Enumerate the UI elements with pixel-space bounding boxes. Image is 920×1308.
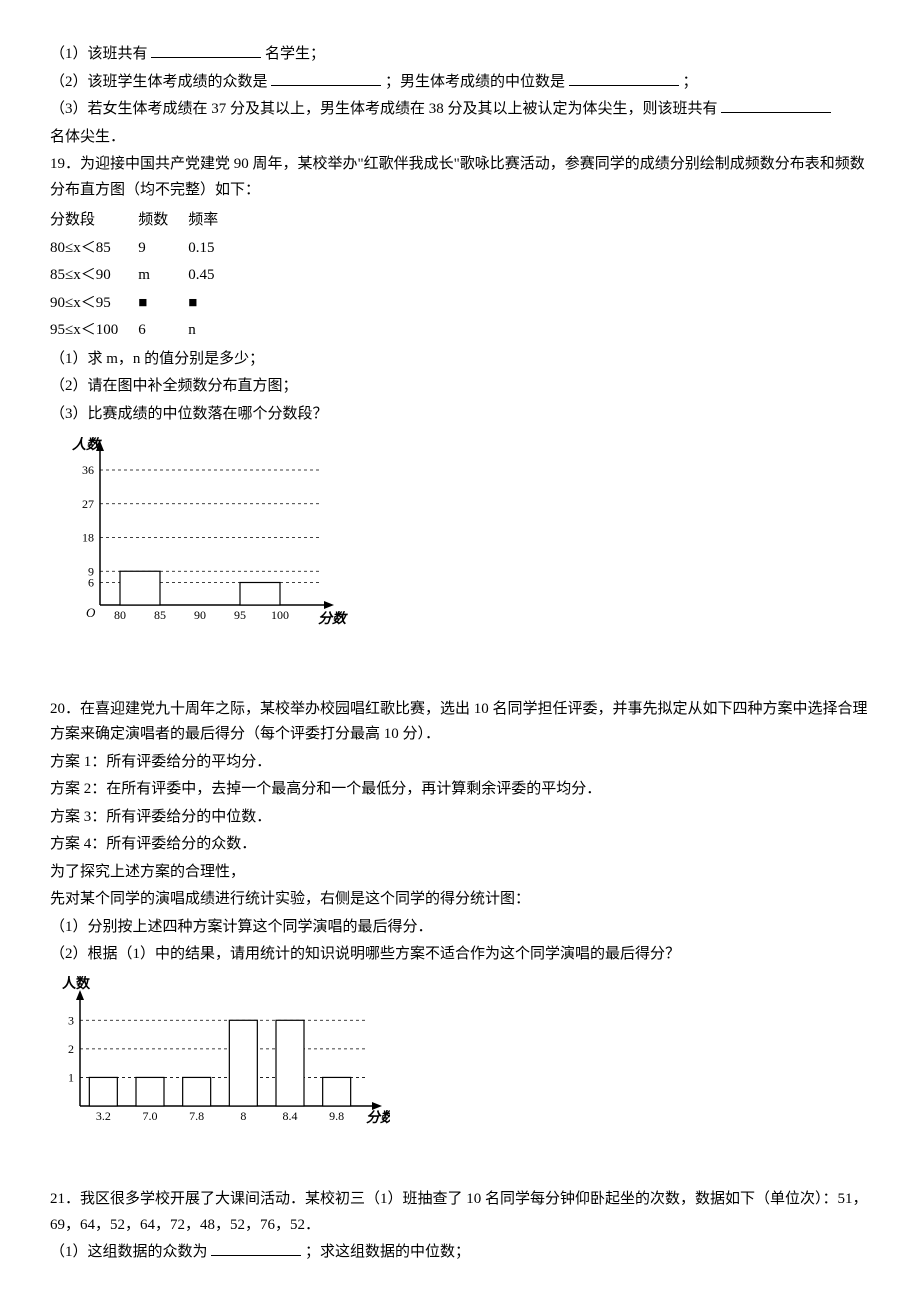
blank-field[interactable]	[151, 42, 261, 58]
q20-s5: 为了探究上述方案的合理性，	[50, 860, 870, 886]
table-row: 90≤x＜95 ■ ■	[50, 290, 238, 318]
text: ；求这组数据的中位数；	[305, 1244, 470, 1260]
td: 0.15	[188, 235, 238, 263]
q20-s2: 方案 2：在所有评委中，去掉一个最高分和一个最低分，再计算剩余评委的平均分．	[50, 777, 870, 803]
th: 频数	[138, 207, 188, 235]
histogram-svg: 人数6918273680859095100O分数	[50, 435, 350, 635]
svg-text:2: 2	[68, 1041, 74, 1055]
q18-part1: （1）该班共有 名学生；	[50, 42, 870, 68]
q20-s3: 方案 3：所有评委给分的中位数．	[50, 805, 870, 831]
svg-text:9: 9	[88, 564, 94, 578]
td: 90≤x＜95	[50, 290, 138, 318]
td: 80≤x＜85	[50, 235, 138, 263]
q20-intro: 20．在喜迎建党九十周年之际，某校举办校园唱红歌比赛，选出 10 名同学担任评委…	[50, 697, 870, 748]
blank-field[interactable]	[211, 1240, 301, 1256]
q19-p1: （1）求 m，n 的值分别是多少；	[50, 347, 870, 373]
td: 9	[138, 235, 188, 263]
text: （3）若女生体考成绩在 37 分及其以上，男生体考成绩在 38 分及其以上被认定…	[50, 101, 718, 117]
q19-intro: 19．为迎接中国共产党建党 90 周年，某校举办"红歌伴我成长"歌咏比赛活动，参…	[50, 152, 870, 203]
svg-text:8: 8	[240, 1109, 246, 1123]
svg-text:18: 18	[82, 531, 94, 545]
svg-text:分数: 分数	[366, 1109, 390, 1126]
td: 95≤x＜100	[50, 317, 138, 345]
svg-text:7.0: 7.0	[143, 1109, 158, 1123]
td: 0.45	[188, 262, 238, 290]
td: 6	[138, 317, 188, 345]
q21-p1: （1）这组数据的众数为 ；求这组数据的中位数；	[50, 1240, 870, 1266]
svg-text:7.8: 7.8	[189, 1109, 204, 1123]
svg-text:36: 36	[82, 463, 94, 477]
td: 85≤x＜90	[50, 262, 138, 290]
table-row: 95≤x＜100 6 n	[50, 317, 238, 345]
svg-text:3.2: 3.2	[96, 1109, 111, 1123]
th: 分数段	[50, 207, 138, 235]
q20-histogram: 人数 1 2 3 分数 3.2 7.0 7.8 8 8.4 9.8	[50, 976, 870, 1136]
text: （1）这组数据的众数为	[50, 1244, 211, 1260]
q20-s1: 方案 1：所有评委给分的平均分．	[50, 750, 870, 776]
q19-histogram: 人数6918273680859095100O分数	[50, 435, 870, 645]
svg-text:3: 3	[68, 1013, 74, 1027]
frequency-table: 分数段 频数 频率 80≤x＜85 9 0.15 85≤x＜90 m 0.45 …	[50, 207, 238, 345]
blank-field[interactable]	[721, 97, 831, 113]
th: 频率	[188, 207, 238, 235]
histogram-svg: 人数 1 2 3 分数 3.2 7.0 7.8 8 8.4 9.8	[50, 976, 390, 1126]
svg-text:85: 85	[154, 608, 166, 622]
q20-s4: 方案 4：所有评委给分的众数．	[50, 832, 870, 858]
svg-text:27: 27	[82, 497, 94, 511]
q20-p2: （2）根据（1）中的结果，请用统计的知识说明哪些方案不适合作为这个同学演唱的最后…	[50, 942, 870, 968]
table-row: 85≤x＜90 m 0.45	[50, 262, 238, 290]
td: ■	[188, 290, 238, 318]
text: （2）该班学生体考成绩的众数是	[50, 74, 268, 90]
td: n	[188, 317, 238, 345]
td: m	[138, 262, 188, 290]
svg-text:O: O	[86, 605, 96, 620]
table-header-row: 分数段 频数 频率	[50, 207, 238, 235]
svg-text:80: 80	[114, 608, 126, 622]
svg-text:95: 95	[234, 608, 246, 622]
svg-text:人数: 人数	[62, 976, 91, 992]
q19-p3: （3）比赛成绩的中位数落在哪个分数段？	[50, 402, 870, 428]
svg-text:1: 1	[68, 1070, 74, 1084]
text: （1）该班共有	[50, 46, 148, 62]
td: ■	[138, 290, 188, 318]
q20-s6: 先对某个同学的演唱成绩进行统计实验，右侧是这个同学的得分统计图：	[50, 887, 870, 913]
text: ；	[683, 74, 698, 90]
text: 名学生；	[265, 46, 325, 62]
svg-text:90: 90	[194, 608, 206, 622]
q21-intro: 21．我区很多学校开展了大课间活动．某校初三（1）班抽查了 10 名同学每分钟仰…	[50, 1187, 870, 1238]
blank-field[interactable]	[569, 70, 679, 86]
svg-text:8.4: 8.4	[283, 1109, 298, 1123]
table-row: 80≤x＜85 9 0.15	[50, 235, 238, 263]
svg-text:100: 100	[271, 608, 289, 622]
svg-text:分数: 分数	[318, 610, 348, 627]
svg-text:9.8: 9.8	[329, 1109, 344, 1123]
q18-part3: （3）若女生体考成绩在 37 分及其以上，男生体考成绩在 38 分及其以上被认定…	[50, 97, 870, 123]
blank-field[interactable]	[271, 70, 381, 86]
q18-part2: （2）该班学生体考成绩的众数是 ；男生体考成绩的中位数是 ；	[50, 70, 870, 96]
text: 名体尖生．	[50, 129, 125, 145]
q19-p2: （2）请在图中补全频数分布直方图；	[50, 374, 870, 400]
text: ；男生体考成绩的中位数是	[385, 74, 565, 90]
q18-part3b: 名体尖生．	[50, 125, 870, 151]
q20-p1: （1）分别按上述四种方案计算这个同学演唱的最后得分．	[50, 915, 870, 941]
